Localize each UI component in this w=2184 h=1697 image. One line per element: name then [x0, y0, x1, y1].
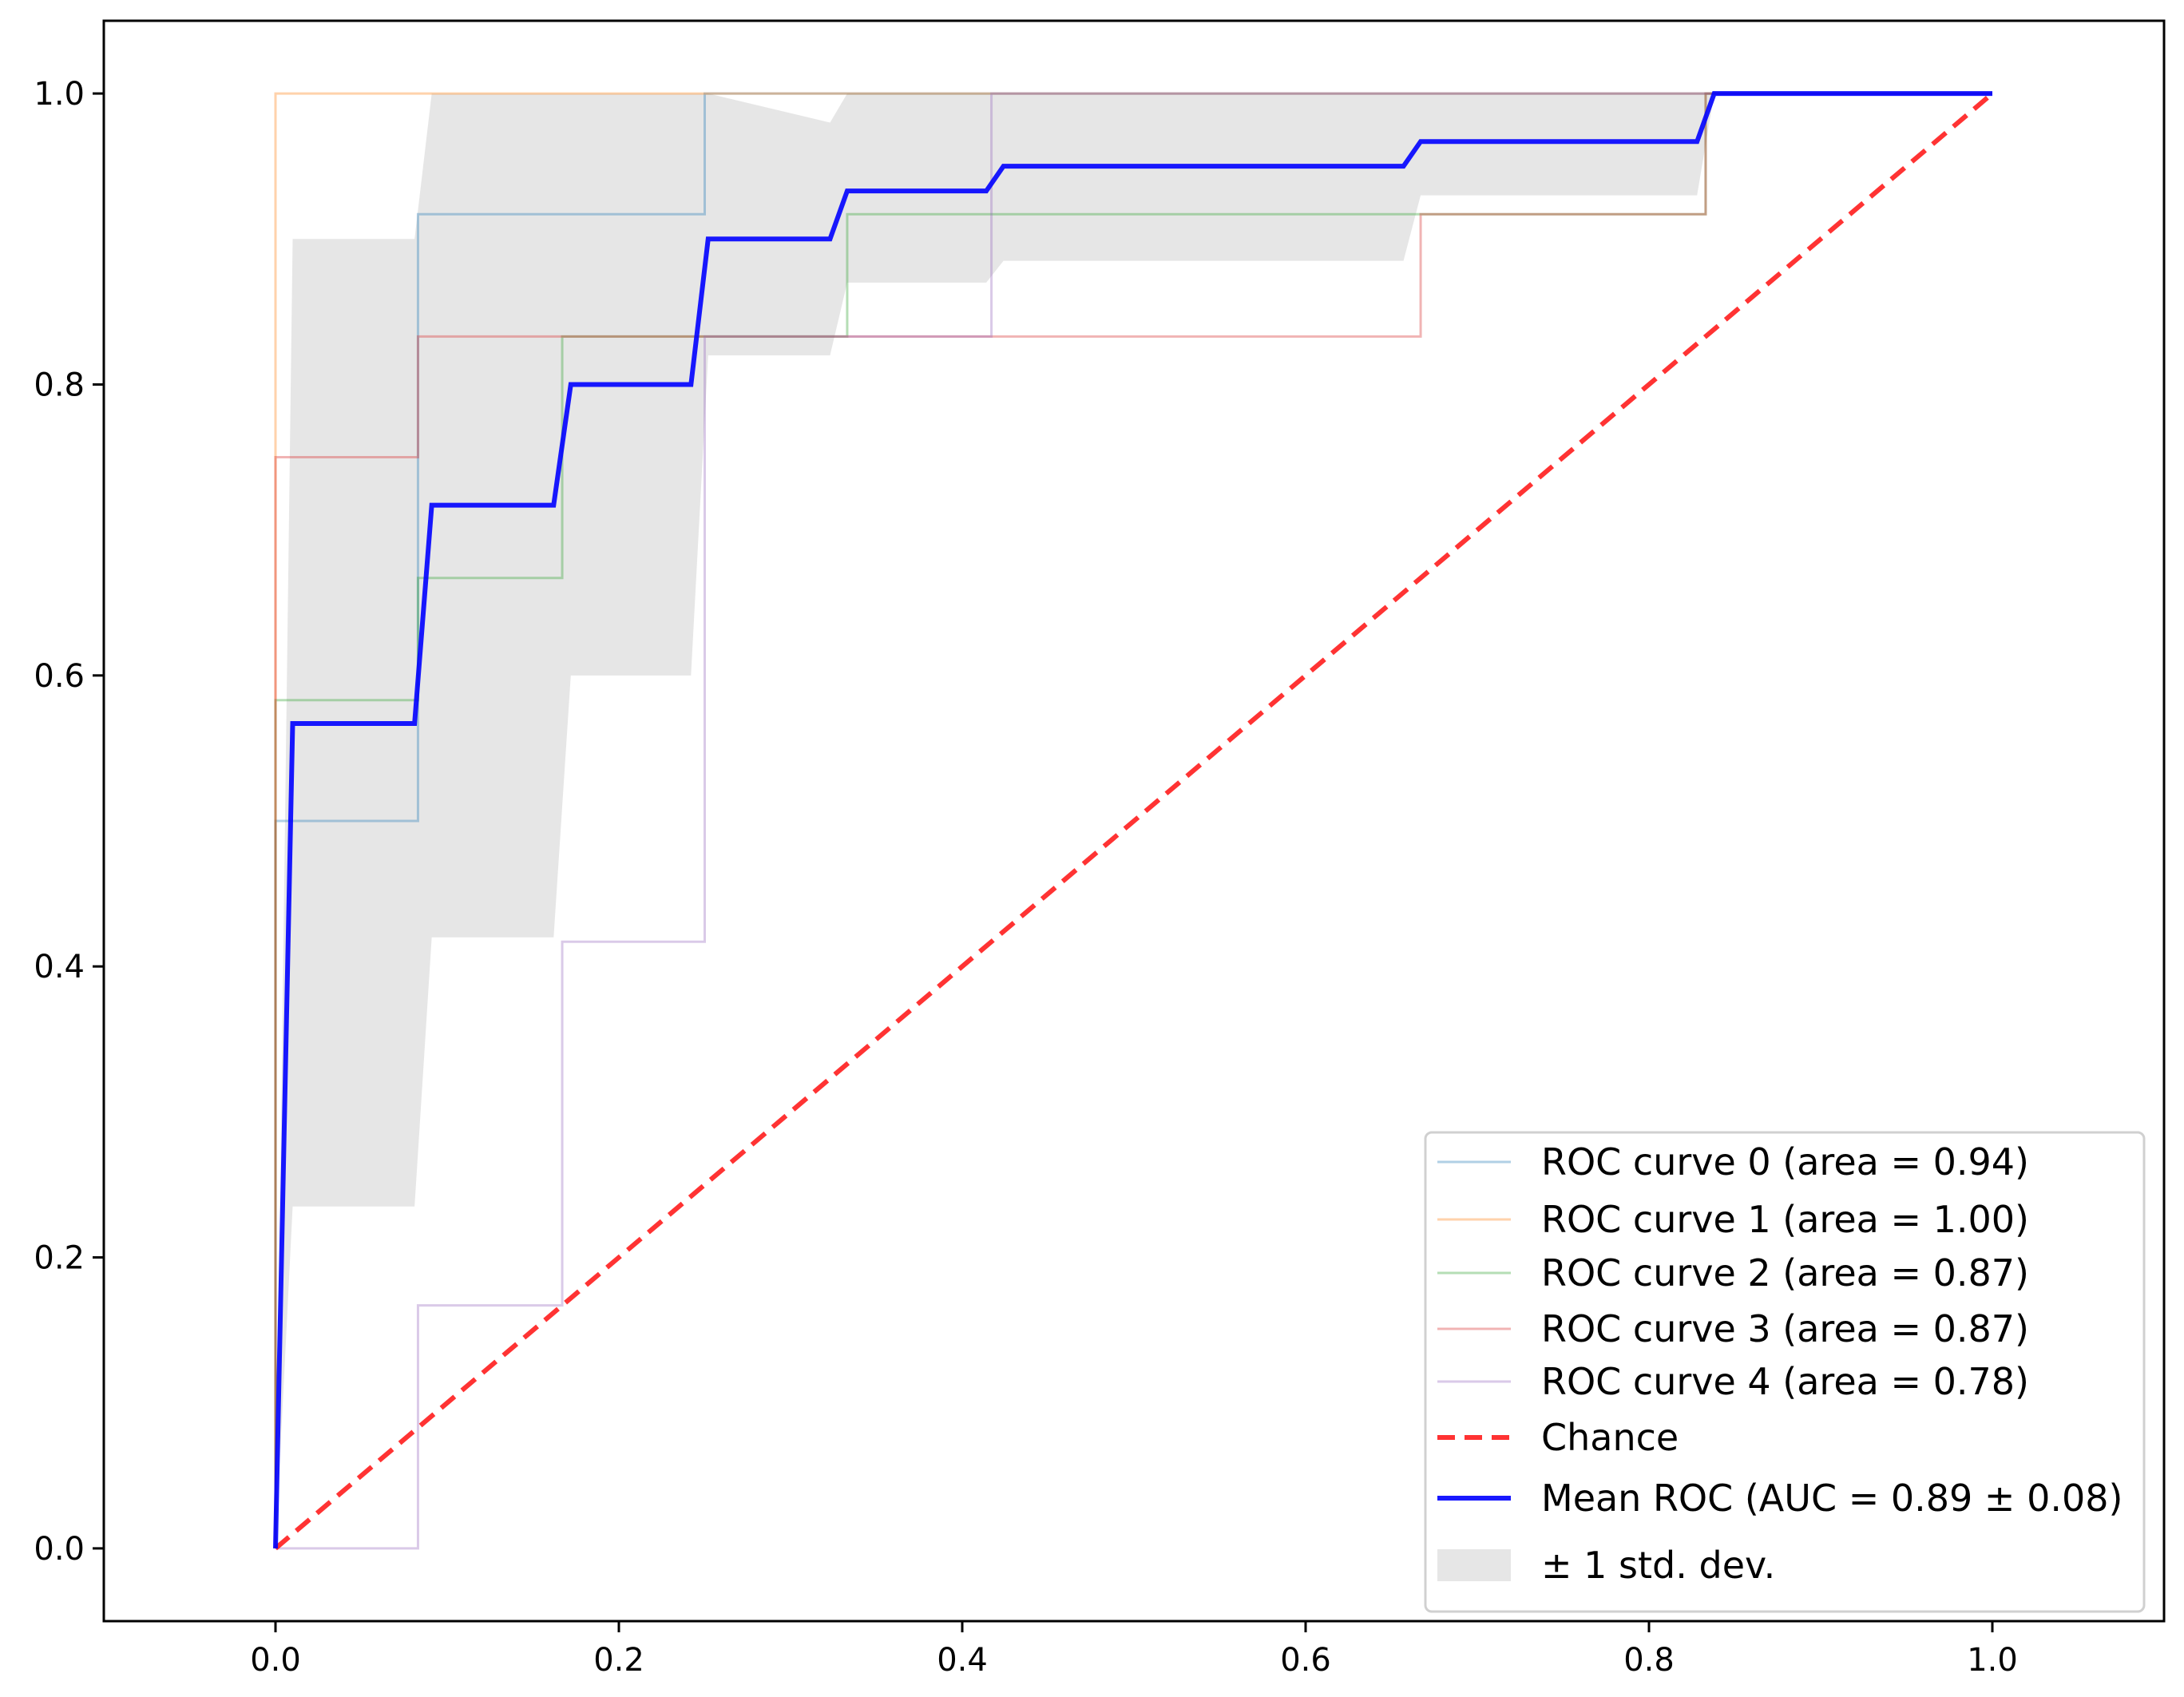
std-band	[275, 93, 1992, 1548]
legend-label: Mean ROC (AUC = 0.89 ± 0.08)	[1541, 1477, 2123, 1520]
legend: ROC curve 0 (area = 0.94) ROC curve 1 (ar…	[1424, 1131, 2146, 1613]
axes-frame	[102, 19, 2166, 1623]
y-tick-label: 1.0	[34, 76, 85, 113]
series-line-3	[274, 92, 1992, 1548]
std-band-layer	[275, 93, 1992, 1548]
series-line-6	[273, 91, 1992, 1548]
series-line-5	[274, 91, 1994, 1551]
legend-label: ROC curve 2 (area = 0.87)	[1541, 1251, 2029, 1295]
series-line-0	[274, 92, 1992, 1548]
legend-label: ROC curve 3 (area = 0.87)	[1541, 1307, 2029, 1350]
x-tick-label: 0.4	[937, 1642, 988, 1679]
x-tick-label: 0.6	[1280, 1642, 1331, 1679]
legend-patch	[1437, 1549, 1511, 1581]
y-axis: 0.0 0.2 0.4 0.6 0.8 1.0	[34, 76, 104, 1568]
legend-label: ROC curve 0 (area = 0.94)	[1541, 1140, 2029, 1184]
x-tick-label: 1.0	[1967, 1642, 2018, 1679]
series-line-1	[274, 92, 1992, 1548]
y-tick-label: 0.0	[34, 1531, 85, 1568]
y-tick-label: 0.8	[34, 367, 85, 403]
series-line-4	[275, 92, 1992, 1550]
x-tick-label: 0.0	[250, 1642, 301, 1679]
legend-label: Chance	[1541, 1416, 1679, 1459]
x-tick-label: 0.2	[593, 1642, 644, 1679]
legend-label: ROC curve 4 (area = 0.78)	[1541, 1360, 2029, 1403]
series-line-2	[274, 92, 1992, 1548]
legend-label: ROC curve 1 (area = 1.00)	[1541, 1198, 2029, 1241]
legend-box	[1424, 1131, 2146, 1613]
y-tick-label: 0.6	[34, 658, 85, 695]
y-tick-label: 0.2	[34, 1240, 85, 1277]
y-tick-label: 0.4	[34, 949, 85, 985]
series-layer	[273, 91, 1994, 1551]
legend-label: ± 1 std. dev.	[1541, 1544, 1775, 1587]
x-tick-label: 0.8	[1623, 1642, 1675, 1679]
x-axis: 0.0 0.2 0.4 0.6 0.8 1.0	[250, 1621, 2018, 1679]
